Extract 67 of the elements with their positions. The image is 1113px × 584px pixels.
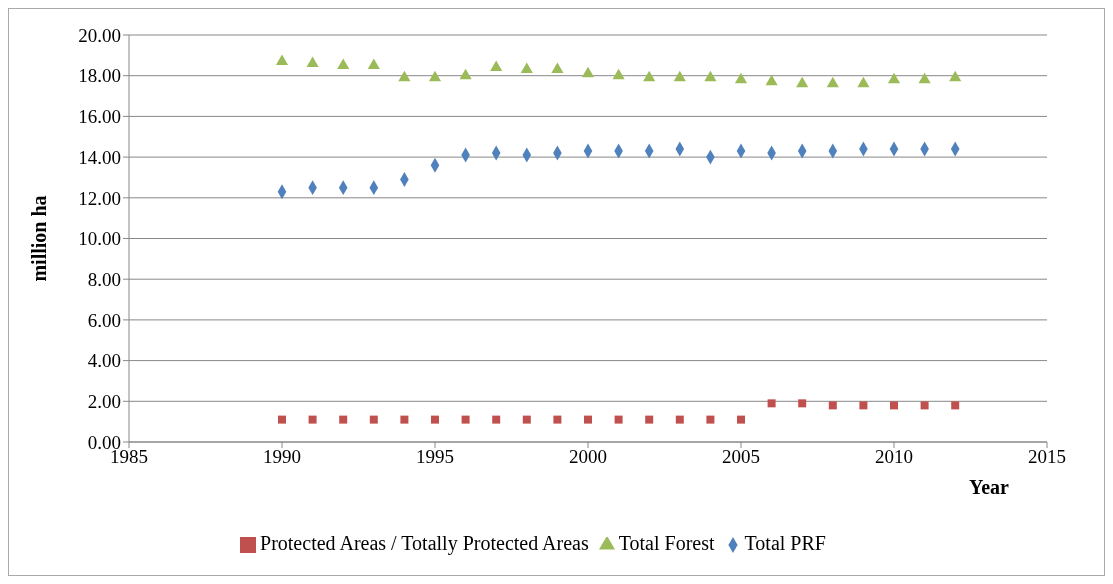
x-tick-label: 2015 (1028, 446, 1066, 468)
point (734, 72, 748, 84)
x-tick-label: 2010 (875, 446, 913, 468)
point (828, 401, 837, 410)
point (798, 399, 807, 408)
point (675, 415, 684, 424)
x-tick-label: 2000 (569, 446, 607, 468)
y-tick-label: 14.00 (78, 146, 121, 168)
point (887, 72, 901, 84)
point (339, 415, 348, 424)
x-tick-label: 1990 (263, 446, 301, 468)
point (492, 415, 501, 424)
point (706, 415, 715, 424)
point (490, 60, 503, 72)
point (308, 415, 317, 424)
y-tick-label: 12.00 (78, 187, 121, 209)
point (367, 58, 380, 70)
x-tick-label: 1995 (416, 446, 454, 468)
point (857, 76, 870, 88)
point (551, 62, 564, 74)
y-tick-label: 2.00 (87, 391, 121, 413)
point (890, 401, 898, 410)
point (275, 54, 289, 65)
point (767, 399, 776, 408)
point (369, 415, 378, 424)
point (737, 415, 745, 424)
point (553, 415, 562, 424)
point (522, 415, 531, 424)
point (431, 415, 439, 424)
point (459, 68, 472, 80)
point (461, 415, 470, 424)
point (584, 415, 592, 424)
point (918, 72, 931, 84)
point (859, 401, 868, 410)
point (673, 70, 686, 82)
y-tick-label: 18.00 (78, 65, 121, 87)
y-tick-label: 4.00 (87, 350, 121, 372)
legend-label: Total Forest (618, 532, 715, 554)
point (520, 62, 533, 74)
point (306, 56, 319, 67)
point (951, 401, 960, 410)
point (796, 76, 809, 88)
point (337, 58, 350, 70)
y-tick-label: 16.00 (78, 106, 121, 128)
y-tick-label: 8.00 (87, 268, 121, 290)
y-tick-label: 20.00 (78, 24, 121, 46)
x-axis-title: Year (969, 476, 1010, 498)
point (920, 401, 929, 410)
point (765, 74, 778, 86)
point (581, 66, 595, 78)
point (612, 68, 625, 80)
point (704, 70, 717, 82)
y-tick-label: 10.00 (78, 228, 121, 250)
legend-label: Total PRF (744, 532, 826, 554)
point (398, 70, 411, 82)
point (645, 415, 654, 424)
y-axis-title: million ha (28, 195, 51, 282)
point (614, 415, 623, 424)
point (278, 415, 286, 424)
x-tick-label: 2005 (722, 446, 760, 468)
point (643, 70, 656, 82)
point (949, 70, 962, 82)
point (826, 76, 839, 88)
legend-label: Protected Areas / Totally Protected Areas (260, 532, 589, 554)
y-tick-label: 6.00 (87, 309, 121, 331)
point (428, 70, 442, 82)
point (400, 415, 409, 424)
